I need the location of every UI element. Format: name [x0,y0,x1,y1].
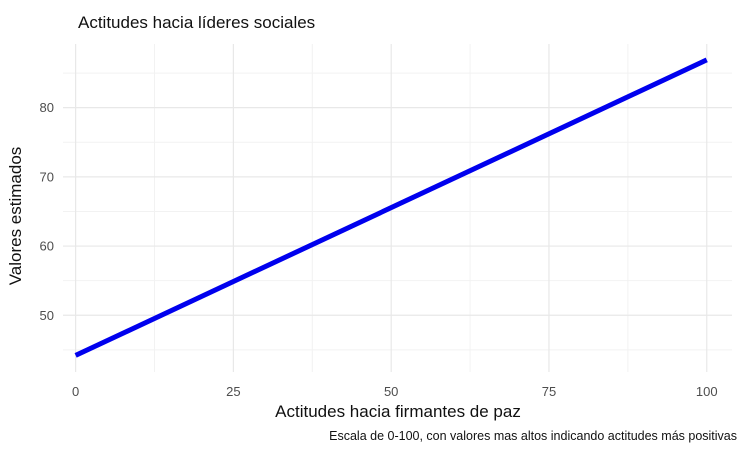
x-axis-ticks: 0 25 50 75 100 [72,384,718,399]
chart-caption: Escala de 0-100, con valores mas altos i… [329,429,737,443]
minor-gridlines [63,44,732,372]
major-gridlines [63,44,732,372]
x-tick-label: 25 [226,384,240,399]
y-tick-label: 80 [40,100,54,115]
x-tick-label: 50 [384,384,398,399]
series-line [74,57,708,358]
y-axis-ticks: 50 60 70 80 [40,100,54,323]
y-tick-label: 60 [40,239,54,254]
x-tick-label: 0 [72,384,79,399]
x-axis-label: Actitudes hacia firmantes de paz [275,402,521,421]
chart-title: Actitudes hacia líderes sociales [78,13,315,32]
y-axis-label: Valores estimados [6,147,25,286]
x-tick-label: 100 [696,384,718,399]
series-layer [74,57,708,358]
x-tick-label: 75 [542,384,556,399]
y-tick-label: 50 [40,308,54,323]
y-tick-label: 70 [40,169,54,184]
